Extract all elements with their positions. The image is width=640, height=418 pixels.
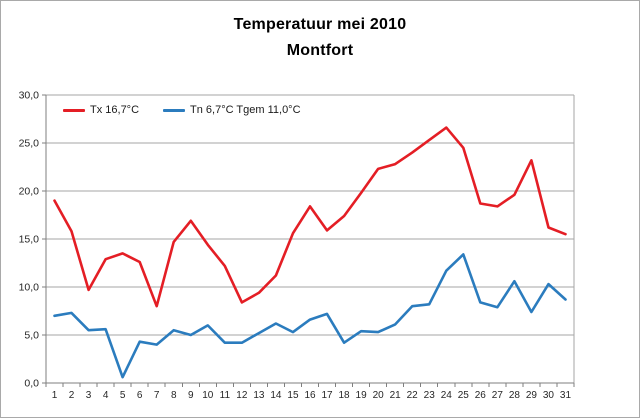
x-tick-label: 15 (287, 390, 299, 401)
x-tick-label: 20 (373, 390, 385, 401)
x-tick-label: 9 (188, 390, 194, 401)
x-tick-label: 17 (321, 390, 333, 401)
x-tick-label: 3 (86, 390, 92, 401)
x-tick-label: 8 (171, 390, 177, 401)
x-tick-label: 26 (475, 390, 487, 401)
x-tick-label: 6 (137, 390, 143, 401)
y-tick-label: 15,0 (19, 234, 40, 246)
y-tick-label: 25,0 (19, 138, 40, 150)
x-tick-label: 1 (52, 390, 58, 401)
x-tick-label: 12 (236, 390, 248, 401)
tn-legend-label: Tn 6,7°C Tgem 11,0°C (190, 104, 301, 116)
x-tick-label: 25 (458, 390, 470, 401)
x-tick-label: 13 (253, 390, 265, 401)
x-tick-label: 7 (154, 390, 160, 401)
tx-series-line (53, 126, 567, 308)
x-tick-label: 10 (202, 390, 214, 401)
x-tick-label: 11 (220, 390, 231, 401)
y-tick-label: 5,0 (24, 330, 39, 342)
x-tick-label: 31 (560, 390, 572, 401)
legend: Tx 16,7°C Tn 6,7°C Tgem 11,0°C (63, 104, 301, 116)
x-tick-label: 30 (543, 390, 555, 401)
tx-line-sample-icon (63, 108, 85, 112)
y-tick-label: 30,0 (19, 90, 40, 102)
x-tick-label: 27 (492, 390, 504, 401)
x-tick-label: 18 (339, 390, 351, 401)
tx-legend-label: Tx 16,7°C (90, 104, 140, 116)
x-tick-label: 14 (270, 390, 282, 401)
chart-title: Temperatuur mei 2010 Montfort (1, 12, 639, 64)
x-tick-label: 22 (407, 390, 419, 401)
x-tick-label: 4 (103, 390, 109, 401)
x-tick-label: 19 (356, 390, 368, 401)
legend-item-tn: Tn 6,7°C Tgem 11,0°C (163, 104, 301, 116)
legend-item-tx: Tx 16,7°C (63, 104, 139, 116)
x-tick-label: 5 (120, 390, 126, 401)
x-tick-label: 23 (424, 390, 436, 401)
x-tick-label: 21 (390, 390, 402, 401)
chart-title-line1: Temperatuur mei 2010 (233, 16, 407, 33)
tn-line-sample-icon (163, 108, 186, 112)
x-tick-label: 2 (69, 390, 75, 401)
y-tick-label: 10,0 (19, 282, 40, 294)
x-tick-label: 24 (441, 390, 453, 401)
x-tick-label: 28 (509, 390, 521, 401)
chart-title-line2: Montfort (286, 42, 354, 59)
x-tick-label: 29 (526, 390, 538, 401)
y-tick-label: 0,0 (24, 378, 39, 390)
y-tick-label: 20,0 (19, 186, 40, 198)
x-tick-label: 16 (304, 390, 316, 401)
tn-series-line (53, 253, 567, 379)
